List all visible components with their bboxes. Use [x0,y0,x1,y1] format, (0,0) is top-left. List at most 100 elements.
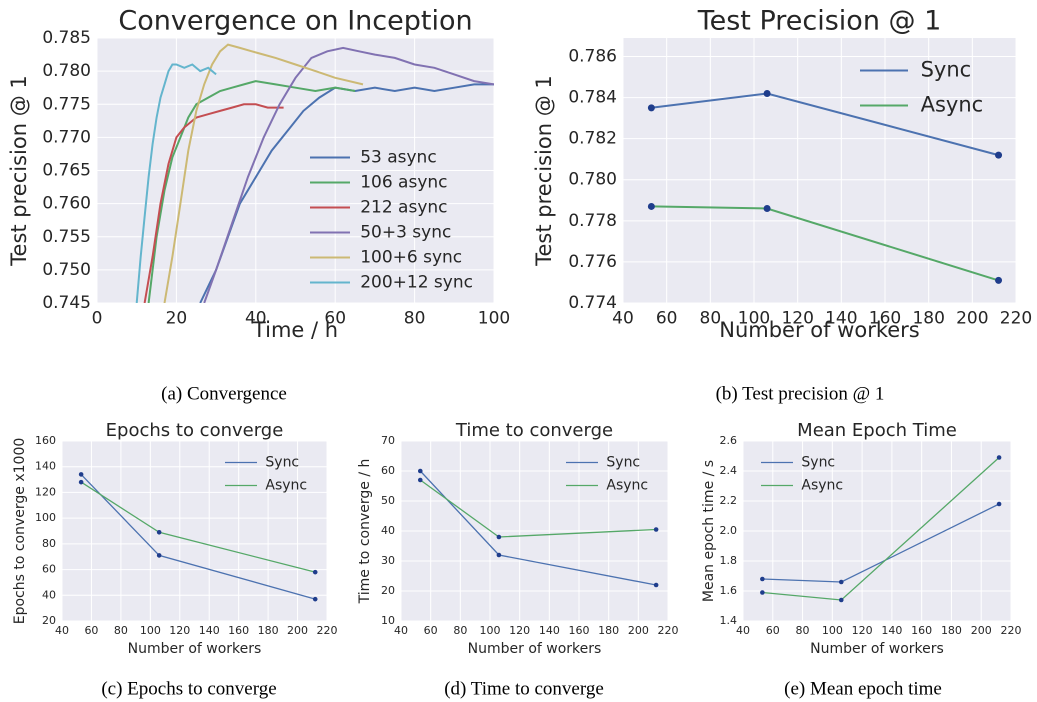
y-tick-label: 40 [381,524,395,537]
x-axis-label: Number of workers [468,641,602,657]
x-tick-label: 180 [258,624,279,637]
data-point [763,205,771,213]
chart-title: Time to converge [455,420,613,441]
x-tick-label: 80 [796,624,810,637]
caption: (e) Mean epoch time [784,678,942,699]
legend-label: 100+6 sync [360,248,462,268]
x-tick-label: 140 [881,624,902,637]
y-tick-label: 20 [42,614,56,627]
legend-label: Sync [921,58,972,82]
x-tick-label: 160 [228,624,249,637]
data-point [496,534,502,540]
legend-label: Async [801,478,843,494]
data-point [838,597,844,603]
legend-label: Sync [801,455,835,471]
legend-label: 212 async [360,198,447,218]
legend-label: 50+3 sync [360,223,451,243]
y-tick-label: 2.4 [720,464,738,477]
legend-label: 106 async [360,173,447,193]
chart-title: Convergence on Inception [118,6,472,37]
x-tick-label: 180 [598,624,619,637]
x-tick-label: 160 [869,308,901,328]
caption: (d) Time to converge [444,678,604,699]
x-tick-label: 40 [245,308,267,328]
x-tick-label: 80 [114,624,128,637]
chart-title: Mean Epoch Time [797,420,957,441]
data-point [995,276,1003,284]
x-tick-label: 100 [738,308,770,328]
y-tick-label: 0.770 [42,127,91,147]
legend-label: Sync [265,455,299,471]
x-tick-label: 120 [781,308,813,328]
data-point [417,468,423,474]
data-point [647,104,655,112]
y-tick-label: 0.785 [42,28,91,48]
data-point [996,501,1002,507]
legend-label: 200+12 sync [360,273,473,293]
y-tick-label: 0.778 [568,211,617,231]
y-tick-label: 60 [42,563,56,576]
y-tick-label: 0.755 [42,227,91,247]
caption: (a) Convergence [161,383,287,404]
x-axis-label: Number of workers [719,318,920,342]
y-tick-label: 40 [42,588,56,601]
x-tick-label: 120 [169,624,190,637]
x-tick-label: 200 [956,308,988,328]
y-tick-label: 2.2 [720,494,738,507]
x-axis-label: Time / h [252,318,338,342]
data-point [760,576,765,582]
y-tick-label: 1.8 [720,554,738,567]
y-tick-label: 120 [35,485,56,498]
y-tick-label: 0.750 [42,260,91,280]
x-tick-label: 200 [971,624,992,637]
caption: (c) Epochs to converge [101,678,276,699]
x-tick-label: 20 [166,308,188,328]
series-line [135,63,217,303]
data-point [312,596,318,602]
x-tick-label: 180 [941,624,962,637]
y-tick-label: 0.780 [42,61,91,81]
series-line [143,103,284,303]
plot-area [62,441,327,621]
x-tick-label: 200 [287,624,308,637]
data-point [760,590,765,595]
y-axis-label: Test precision @ 1 [7,75,31,266]
x-tick-label: 160 [911,624,932,637]
data-point [647,202,655,210]
x-tick-label: 120 [852,624,873,637]
x-tick-label: 140 [199,624,220,637]
y-tick-label: 0.765 [42,161,91,181]
legend-label: Async [606,478,648,494]
y-tick-label: 0.786 [568,46,617,66]
y-tick-label: 0.775 [42,94,91,114]
x-tick-label: 40 [612,308,634,328]
data-point [763,89,771,97]
x-tick-label: 80 [700,308,722,328]
legend-label: Sync [606,455,640,471]
data-point [838,579,844,585]
y-axis-label: Epochs to converge x1000 [12,438,28,625]
x-tick-label: 140 [825,308,857,328]
y-tick-label: 0.780 [568,170,617,190]
chart-title: Epochs to converge [106,420,284,441]
x-tick-label: 60 [424,624,438,637]
y-tick-label: 0.760 [42,194,91,214]
x-tick-label: 160 [569,624,590,637]
y-axis-label: Test precision @ 1 [532,75,556,266]
y-tick-label: 0.784 [568,88,617,108]
x-tick-label: 100 [822,624,843,637]
y-tick-label: 0.745 [42,293,91,313]
data-point [78,472,84,477]
x-tick-label: 40 [736,624,750,637]
y-axis-label: Time to converge / h [357,459,373,605]
data-point [156,529,162,535]
x-tick-label: 60 [766,624,780,637]
y-tick-label: 50 [381,494,395,507]
y-axis-label: Mean epoch time / s [701,460,717,602]
x-tick-label: 100 [140,624,161,637]
x-tick-label: 60 [324,308,346,328]
y-tick-label: 2.6 [720,434,738,447]
y-tick-label: 160 [35,434,56,447]
x-tick-label: 60 [84,624,98,637]
